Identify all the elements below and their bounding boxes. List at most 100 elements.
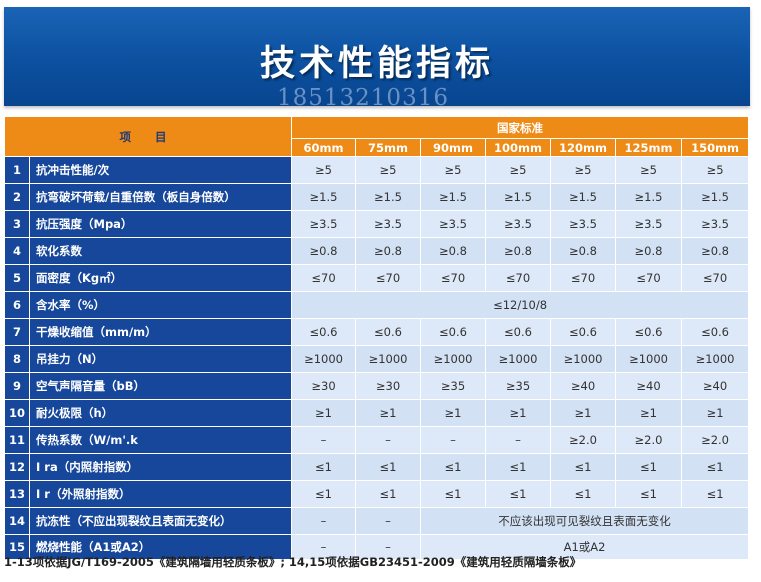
row-value: ≤1 — [550, 453, 617, 481]
header-size: 100mm — [485, 138, 552, 157]
page-title: 技术性能指标 — [259, 43, 494, 84]
table-row: 4 软化系数 ≥0.8 ≥0.8 ≥0.8 ≥0.8 ≥0.8 ≥0.8 ≥0.8 — [4, 237, 750, 265]
row-value: ≥40 — [615, 372, 683, 400]
footer-note: 1-13项依据JG/T169-2005《建筑隔墙用轻质条板》; 14,15项依据… — [4, 555, 582, 569]
row-value: ≥0.8 — [485, 237, 552, 265]
row-number: 3 — [4, 210, 30, 238]
row-label: 空气声隔音量（bB） — [28, 372, 293, 400]
row-value: ≤1 — [550, 480, 617, 508]
row-value: – — [355, 507, 422, 535]
row-label: 抗弯破坏荷载/自重倍数（板自身倍数） — [28, 183, 293, 211]
row-value: ≥1000 — [681, 345, 750, 373]
row-value: ≥1000 — [615, 345, 683, 373]
row-value: ≤1 — [681, 453, 750, 481]
row-label: 吊挂力（N） — [28, 345, 293, 373]
row-value: ≥2.0 — [615, 426, 683, 454]
row-value: – — [485, 426, 552, 454]
row-value: ≤70 — [485, 264, 552, 292]
row-value: ≤1 — [291, 480, 357, 508]
row-value: ≤1 — [485, 480, 552, 508]
row-value: ≥0.8 — [420, 237, 487, 265]
row-merged-value: ≤12/10/8 — [291, 291, 750, 319]
row-value: ≤1 — [291, 453, 357, 481]
row-label: 面密度（Kg㎡） — [28, 264, 293, 292]
table-row: 14 抗冻性（不应出现裂纹且表面无变化） – – 不应该出现可见裂纹且表面无变化 — [4, 507, 750, 535]
row-value: ≤70 — [355, 264, 422, 292]
row-label: 传热系数（W/m'.k — [28, 426, 293, 454]
row-number: 13 — [4, 480, 30, 508]
row-value: ≥40 — [681, 372, 750, 400]
row-value: ≤1 — [485, 453, 552, 481]
row-value: ≥1.5 — [681, 183, 750, 211]
phone-watermark: 18513210316 — [277, 85, 449, 111]
row-value: ≤1 — [355, 453, 422, 481]
table-row: 2 抗弯破坏荷载/自重倍数（板自身倍数） ≥1.5 ≥1.5 ≥1.5 ≥1.5 ≥1.5 ≥… — [4, 183, 750, 211]
row-label: 抗压强度（Mpa） — [28, 210, 293, 238]
row-value: – — [291, 507, 357, 535]
row-value: ≥35 — [420, 372, 487, 400]
row-label: 软化系数 — [28, 237, 293, 265]
row-value: ≤0.6 — [681, 318, 750, 346]
row-value: ≥1000 — [485, 345, 552, 373]
row-value: ≥3.5 — [355, 210, 422, 238]
row-value: ≥1.5 — [420, 183, 487, 211]
table-row: 13 I r（外照射指数） ≤1 ≤1 ≤1 ≤1 ≤1 ≤1 ≤1 — [4, 480, 750, 508]
row-number: 2 — [4, 183, 30, 211]
row-value: ≥0.8 — [681, 237, 750, 265]
row-value: ≥5 — [420, 156, 487, 184]
row-value: ≥1 — [485, 399, 552, 427]
row-value: ≤1 — [615, 480, 683, 508]
row-number: 6 — [4, 291, 30, 319]
row-value: ≥5 — [681, 156, 750, 184]
row-number: 7 — [4, 318, 30, 346]
row-value: – — [355, 426, 422, 454]
header-size: 125mm — [615, 138, 683, 157]
row-number: 9 — [4, 372, 30, 400]
table-row: 1 抗冲击性能/次 ≥5 ≥5 ≥5 ≥5 ≥5 ≥5 ≥5 — [4, 156, 750, 184]
row-value: ≤1 — [615, 453, 683, 481]
row-label: I ra（内照射指数） — [28, 453, 293, 481]
row-value: ≥1 — [615, 399, 683, 427]
row-value: ≥1000 — [550, 345, 617, 373]
row-value: ≤0.6 — [615, 318, 683, 346]
row-value: ≥1 — [291, 399, 357, 427]
row-value: ≥30 — [355, 372, 422, 400]
row-value: ≤0.6 — [291, 318, 357, 346]
row-value: ≤1 — [420, 453, 487, 481]
header-size: 75mm — [355, 138, 422, 157]
row-number: 11 — [4, 426, 30, 454]
row-label: 含水率（%） — [28, 291, 293, 319]
row-value: ≥3.5 — [485, 210, 552, 238]
header-item: 项 目 — [3, 116, 293, 157]
header-size: 60mm — [291, 138, 357, 157]
table-row: 15 燃烧性能（A1或A2） – – A1或A2 — [4, 534, 750, 560]
row-number: 10 — [4, 399, 30, 427]
row-value: – — [291, 534, 357, 560]
row-value: ≥1000 — [291, 345, 357, 373]
row-value: ≥5 — [485, 156, 552, 184]
row-value: ≥5 — [615, 156, 683, 184]
row-value: ≥1 — [550, 399, 617, 427]
row-merged-value: A1或A2 — [420, 534, 750, 560]
row-value: ≤1 — [355, 480, 422, 508]
row-value: – — [355, 534, 422, 560]
row-value: ≥0.8 — [550, 237, 617, 265]
row-value: ≤1 — [681, 480, 750, 508]
row-value: ≥1.5 — [355, 183, 422, 211]
row-value: ≤0.6 — [550, 318, 617, 346]
row-value: ≤0.6 — [485, 318, 552, 346]
row-value: ≥1.5 — [550, 183, 617, 211]
row-value: ≤0.6 — [420, 318, 487, 346]
row-value: ≥1.5 — [485, 183, 552, 211]
table-row: 5 面密度（Kg㎡） ≤70 ≤70 ≤70 ≤70 ≤70 ≤70 ≤70 — [4, 264, 750, 292]
row-value: ≥0.8 — [291, 237, 357, 265]
row-number: 4 — [4, 237, 30, 265]
row-value: ≥5 — [291, 156, 357, 184]
row-value: ≥0.8 — [615, 237, 683, 265]
table-row: 7 干燥收缩值（mm/m） ≤0.6 ≤0.6 ≤0.6 ≤0.6 ≤0.6 ≤0.6 ≤0.6 — [4, 318, 750, 346]
row-label: I r（外照射指数） — [28, 480, 293, 508]
row-number: 15 — [4, 534, 30, 560]
row-value: ≤70 — [550, 264, 617, 292]
table-row: 3 抗压强度（Mpa） ≥3.5 ≥3.5 ≥3.5 ≥3.5 ≥3.5 ≥3.5 ≥3.5 — [4, 210, 750, 238]
row-value: ≥35 — [485, 372, 552, 400]
